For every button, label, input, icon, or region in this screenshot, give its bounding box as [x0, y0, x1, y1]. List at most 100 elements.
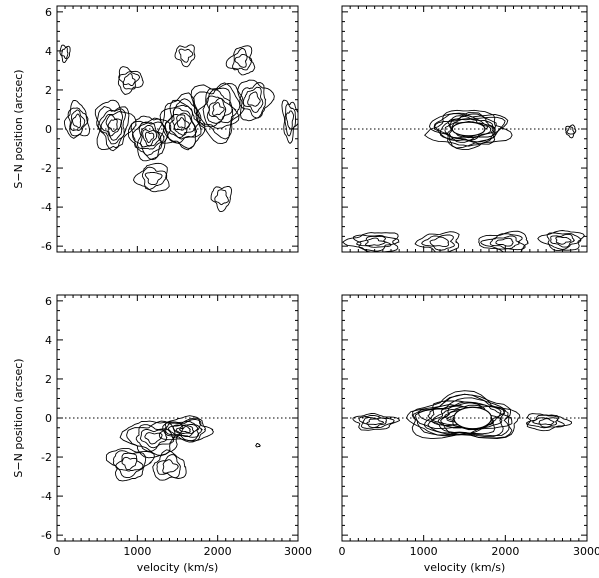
contour-line [537, 230, 585, 251]
y-tick-label: 4 [45, 45, 52, 58]
y-tick-label: -4 [41, 201, 52, 214]
x-tick-label: 0 [339, 545, 346, 558]
contour-line [162, 459, 179, 474]
contour-line [489, 235, 520, 250]
y-tick-label: -2 [41, 451, 52, 464]
contour-line [526, 414, 565, 429]
contour-line [97, 108, 126, 145]
contour-line [176, 117, 186, 129]
contour-line [366, 418, 385, 425]
contour-line [356, 235, 392, 248]
contour-line [173, 114, 190, 131]
y-tick-label: -2 [41, 162, 52, 175]
saturated-core [451, 121, 486, 137]
contour-line [285, 110, 294, 130]
contour-line [121, 456, 138, 471]
contour-line [118, 71, 141, 90]
panels: -6 -4 -2 0 2 4 6 S−N position (arcsec) 0 1000 2000… [12, 5, 599, 574]
contour-line [210, 185, 232, 213]
y-tick-label: -6 [41, 529, 52, 542]
contour-line [434, 112, 497, 145]
panel-top-left: -6 -4 -2 0 2 4 6 S−N position (arcsec) [12, 5, 299, 253]
contour-line [247, 91, 261, 107]
contour-line [105, 447, 155, 482]
contour-line [112, 450, 147, 479]
contour-line [214, 189, 229, 206]
y-tick-label: 4 [45, 334, 52, 347]
contour-line [117, 66, 144, 95]
contour-line [414, 231, 460, 252]
y-tick-label: 6 [45, 6, 52, 19]
panel-bottom-right: 0 1000 2000 3000 velocity (km/s) [339, 294, 599, 574]
y-tick-label: 2 [45, 84, 52, 97]
contour-line [115, 452, 144, 472]
contour-line [195, 87, 240, 129]
contour-line [133, 162, 170, 193]
contour-line [208, 97, 227, 121]
contour-line [144, 171, 163, 185]
contour-line [421, 234, 455, 251]
contour-line [429, 236, 450, 248]
contour-line [405, 393, 513, 439]
y-tick-label: -4 [41, 490, 52, 503]
contour-line [96, 105, 130, 152]
contour-line [566, 126, 575, 135]
contour-layer [352, 390, 572, 440]
y-tick-label: 6 [45, 295, 52, 308]
contour-line [159, 98, 202, 149]
contour-line [190, 83, 245, 145]
contour-line [122, 73, 136, 86]
y-tick-label: -6 [41, 240, 52, 253]
contour-line [546, 232, 582, 250]
contour-line [281, 99, 298, 144]
contour-line [152, 449, 187, 481]
contour-line [168, 107, 196, 138]
x-tick-label: 1000 [123, 545, 151, 558]
contour-line [135, 424, 175, 453]
contour-line [141, 166, 168, 191]
y-tick-label: 2 [45, 373, 52, 386]
contour-line [70, 109, 86, 131]
contour-layer [59, 44, 298, 213]
contour-layer [105, 415, 261, 482]
contour-line [142, 129, 158, 147]
x-tick-label: 0 [54, 545, 61, 558]
x-tick-label: 1000 [410, 545, 438, 558]
contour-line [63, 100, 91, 139]
contour-line [139, 429, 168, 449]
saturated-core [453, 406, 493, 430]
contour-line [439, 113, 496, 143]
contour-line [145, 131, 155, 144]
x-tick-label: 2000 [204, 545, 232, 558]
contour-line [137, 122, 166, 150]
y-axis-label: S−N position (arcsec) [12, 358, 25, 477]
contour-line [411, 390, 521, 440]
contour-line [538, 418, 555, 425]
contour-line [555, 236, 572, 245]
contour-line [352, 413, 401, 431]
contour-line [59, 44, 71, 63]
contour-line [131, 121, 165, 157]
contour-line [352, 234, 400, 252]
x-tick-label: 3000 [573, 545, 599, 558]
contour-line [179, 426, 192, 433]
contour-line [171, 112, 192, 136]
contour-line [175, 424, 195, 434]
contour-line [550, 233, 576, 248]
y-axis-label: S−N position (arcsec) [12, 69, 25, 188]
contour-line [495, 237, 514, 247]
contour-line [174, 44, 196, 68]
contour-line [61, 46, 69, 59]
contour-line [239, 82, 267, 119]
contour-line [107, 118, 118, 132]
x-tick-label: 3000 [284, 545, 312, 558]
contour-line [193, 82, 241, 140]
x-tick-label: 2000 [491, 545, 519, 558]
contour-line [105, 114, 123, 137]
contour-layer [342, 109, 585, 252]
contour-line [429, 113, 509, 150]
y-tick-label: 0 [45, 412, 52, 425]
contour-line [156, 454, 181, 479]
contour-line [167, 420, 200, 438]
x-axis-label: velocity (km/s) [137, 561, 219, 574]
